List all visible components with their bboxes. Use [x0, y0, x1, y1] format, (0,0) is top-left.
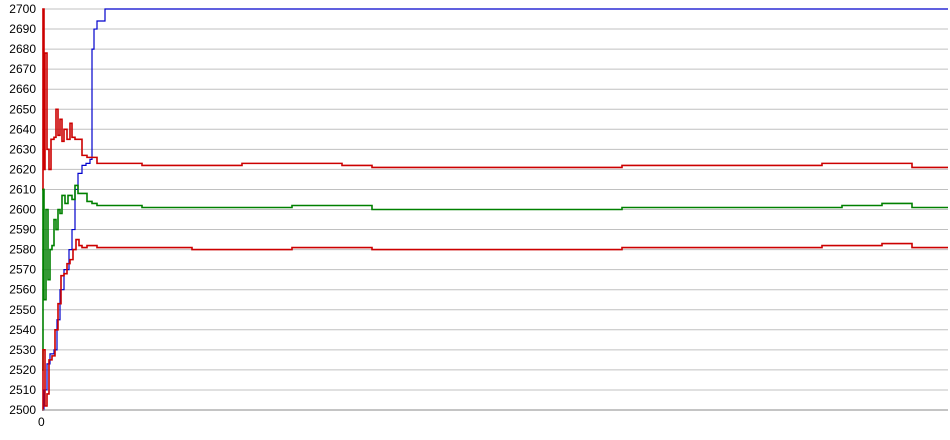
y-tick-label: 2590 [9, 223, 36, 237]
y-tick-label: 2500 [9, 403, 36, 417]
y-tick-label: 2530 [9, 343, 36, 357]
y-tick-label: 2660 [9, 82, 36, 96]
series-line-1 [42, 8, 948, 191]
series-line-0 [42, 8, 948, 411]
series-line-3 [42, 238, 948, 411]
y-tick-label: 2570 [9, 263, 36, 277]
y-tick-label: 2680 [9, 42, 36, 56]
x-tick-label: 0 [38, 415, 45, 429]
y-tick-label: 2520 [9, 363, 36, 377]
y-tick-label: 2630 [9, 142, 36, 156]
series-line-2 [42, 184, 948, 371]
y-tick-label: 2690 [9, 22, 36, 36]
y-tick-label: 2560 [9, 283, 36, 297]
y-tick-label: 2550 [9, 303, 36, 317]
y-tick-label: 2610 [9, 182, 36, 196]
series-lines [42, 8, 948, 411]
y-tick-label: 2670 [9, 62, 36, 76]
x-axis-ticks: 0 [38, 415, 45, 429]
y-axis-ticks: 2500 2510 2520 2530 2540 2550 2560 2570 2580 2590… [9, 2, 36, 417]
y-tick-label: 2600 [9, 203, 36, 217]
gridlines [42, 8, 948, 411]
y-tick-label: 2650 [9, 102, 36, 116]
y-tick-label: 2510 [9, 383, 36, 397]
y-tick-label: 2580 [9, 243, 36, 257]
y-tick-label: 2540 [9, 323, 36, 337]
y-tick-label: 2620 [9, 162, 36, 176]
y-tick-label: 2640 [9, 122, 36, 136]
y-tick-label: 2700 [9, 2, 36, 16]
